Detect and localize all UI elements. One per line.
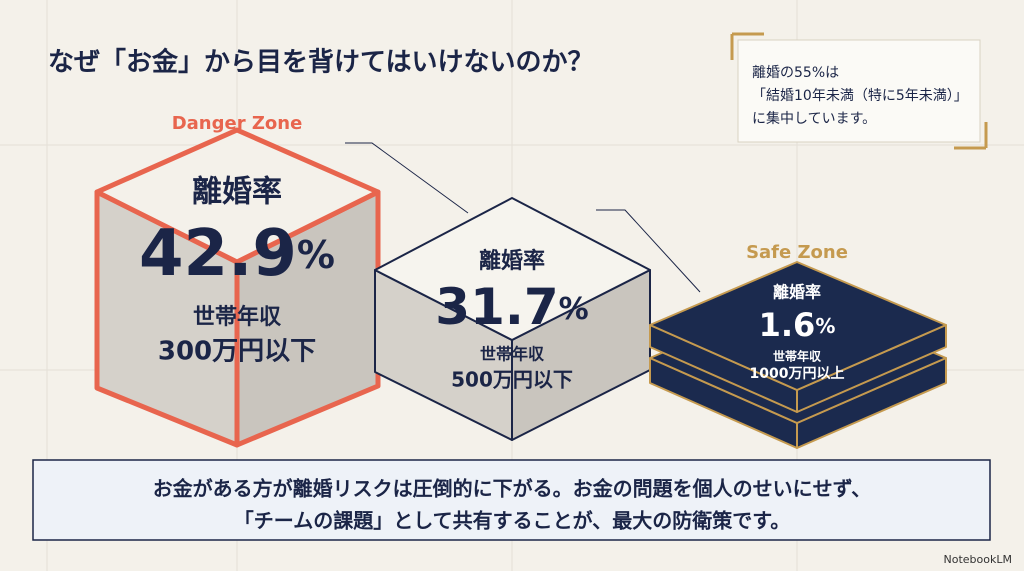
income: 300万円以下	[158, 337, 316, 367]
rate-unit: %	[559, 292, 589, 327]
note-line: 「結婚10年未満（特に5年未満）」	[752, 88, 968, 104]
connector	[345, 142, 701, 293]
summary-line: お金がある方が離婚リスクは圧倒的に下がる。お金の問題を個人のせいにせず、	[153, 477, 872, 501]
rate-label: 離婚率	[479, 248, 545, 274]
title: なぜ「お金」から目を背けてはいけないのか？	[48, 47, 593, 78]
income-label: 世帯年収	[480, 345, 545, 364]
middle-cube	[374, 197, 651, 441]
note-line: に集中しています。	[752, 110, 876, 127]
rate: 42.9%	[139, 217, 335, 291]
income-label: 世帯年収	[773, 349, 822, 364]
rate-value: 31.7	[435, 278, 558, 336]
summary-line: 「チームの課題」として共有することが、最大の防衛策です。	[234, 509, 790, 533]
rate-unit: %	[297, 233, 335, 277]
income: 500万円以下	[451, 368, 573, 392]
note-box: 離婚の55%は 「結婚10年未満（特に5年未満）」 に集中しています。	[730, 32, 988, 150]
rate-value: 42.9	[139, 217, 297, 291]
note-line: 離婚の55%は	[752, 64, 839, 81]
summary-box	[32, 459, 991, 541]
rate-label: 離婚率	[192, 175, 282, 210]
rate-value: 1.6	[759, 306, 816, 344]
safe-slabs	[649, 261, 947, 449]
income: 1000万円以上	[750, 366, 845, 382]
danger-cube	[94, 127, 381, 448]
zone-label: Danger Zone	[172, 113, 303, 134]
brand: NotebookLM	[944, 553, 1012, 566]
zone-label: Safe Zone	[746, 242, 848, 263]
rate-unit: %	[815, 314, 835, 338]
rate: 1.6%	[759, 306, 836, 344]
income-label: 世帯年収	[193, 304, 282, 330]
rate-label: 離婚率	[773, 283, 821, 302]
rate: 31.7%	[435, 278, 588, 336]
